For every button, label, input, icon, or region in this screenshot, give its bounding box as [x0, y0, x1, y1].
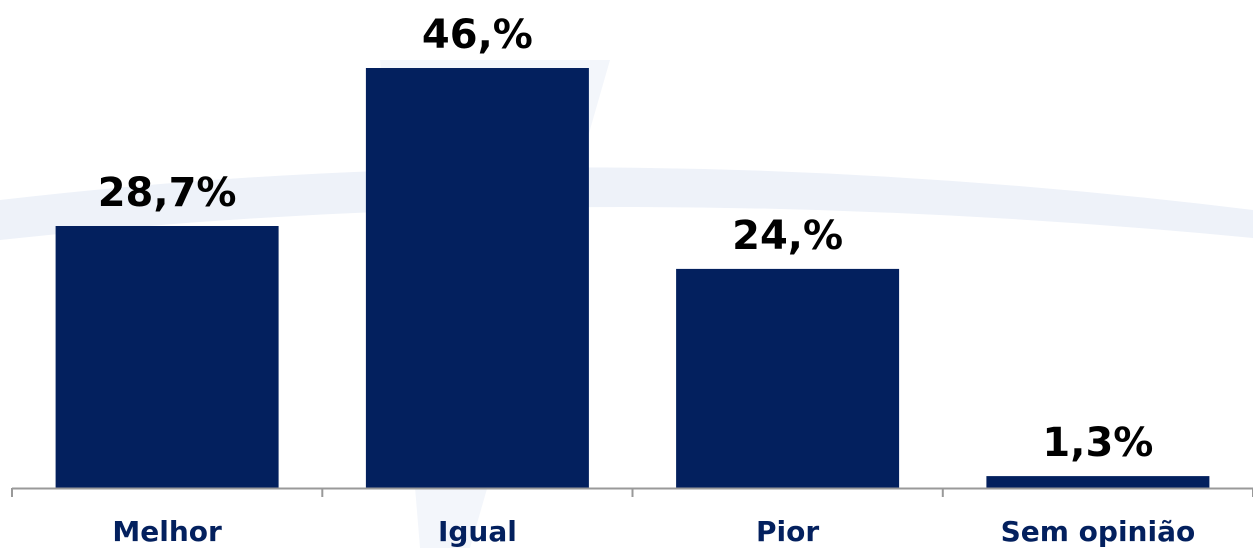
category-labels-layer: Melhor Igual Pior Sem opinião	[112, 515, 1195, 548]
bar-pior	[676, 268, 900, 488]
bar-melhor	[55, 226, 279, 488]
category-label: Sem opinião	[1001, 515, 1196, 548]
data-labels-layer: 28,7% 46,% 24,% 1,3%	[98, 12, 1154, 466]
category-label: Melhor	[112, 515, 222, 548]
data-label: 1,3%	[1042, 420, 1153, 466]
data-label: 24,%	[732, 213, 843, 259]
bar-igual	[365, 68, 589, 488]
category-label: Pior	[756, 515, 819, 548]
bars-layer	[55, 68, 1210, 488]
bar-sem-opinião	[986, 476, 1210, 488]
watermark-swoosh	[0, 167, 1253, 240]
category-label: Igual	[438, 515, 517, 548]
data-label: 28,7%	[98, 170, 237, 216]
x-axis	[11, 487, 1253, 497]
data-label: 46,%	[422, 12, 533, 58]
